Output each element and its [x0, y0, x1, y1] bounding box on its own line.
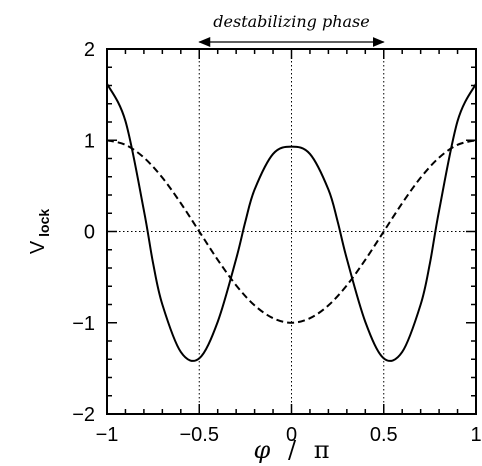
series-line-solid [106, 83, 477, 362]
y-tick-label: 0 [84, 222, 95, 244]
reference-lines [107, 49, 476, 414]
y-axis-label-main: V [27, 240, 49, 254]
x-tick-label: 1 [470, 424, 481, 446]
y-tick-label: −1 [72, 313, 95, 335]
y-tick-label: −2 [72, 404, 95, 426]
series-line-dashed [106, 139, 477, 324]
x-tick-label: 0.5 [370, 424, 398, 446]
y-tick-label: 1 [84, 130, 95, 152]
x-axis-label: φ / π [254, 436, 330, 464]
x-tick-label: 0 [286, 424, 297, 446]
y-tick-label: 2 [84, 39, 95, 61]
x-axis-label-denominator: π [314, 436, 330, 464]
y-axis-label: V lock [27, 209, 52, 255]
x-tick-label: −0.5 [180, 424, 219, 446]
x-tick-label: −1 [96, 424, 119, 446]
annotation-text: destabilizing phase [213, 12, 369, 31]
y-tick-labels: −2 −1 0 1 2 [72, 39, 95, 426]
x-axis-label-slash: / [288, 436, 297, 464]
y-axis-label-sub: lock [36, 209, 52, 237]
x-axis-label-symbol: φ [254, 436, 271, 464]
series-group [106, 83, 477, 362]
x-tick-labels: −1 −0.5 0 0.5 1 [96, 424, 482, 446]
axis-ticks [106, 48, 477, 415]
